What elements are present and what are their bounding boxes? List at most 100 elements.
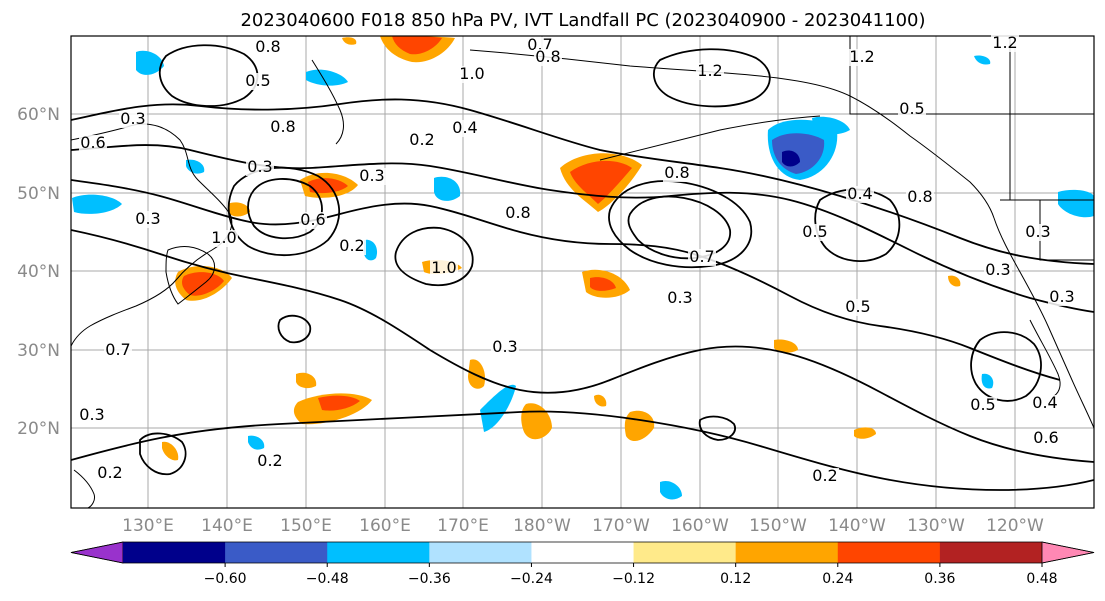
- contour-label: 0.3: [79, 405, 104, 424]
- contour-label: 0.3: [1025, 222, 1050, 241]
- contour-line: [71, 179, 1061, 381]
- contour-line: [277, 314, 312, 344]
- contour-label-bg: [848, 49, 876, 66]
- contour-label: 0.5: [899, 99, 924, 118]
- contour-label: 0.5: [802, 222, 827, 241]
- contour-label: 0.8: [255, 37, 280, 56]
- contour-label-bg: [1048, 289, 1076, 306]
- contour-label-bg: [491, 339, 519, 356]
- contour-label: 0.5: [245, 71, 270, 90]
- contour-label-bg: [254, 39, 282, 56]
- contour-label: 0.3: [492, 337, 517, 356]
- shade-blob: [1058, 189, 1094, 218]
- contour-line: [158, 44, 259, 107]
- colorbar-swatch: [327, 542, 430, 563]
- contour-label-bg: [906, 189, 934, 206]
- contour-label: 0.6: [1033, 428, 1058, 447]
- contour-label: 1.0: [459, 64, 484, 83]
- contour-label-bg: [1031, 395, 1059, 412]
- contour-label-bg: [119, 111, 147, 128]
- contour-label: 0.8: [270, 117, 295, 136]
- longitude-label: 140°W: [828, 516, 886, 536]
- shade-blob: [248, 435, 265, 450]
- latitude-label: 30°N: [17, 341, 60, 361]
- longitude-label: 150°W: [749, 516, 807, 536]
- colorbar-swatch: [939, 542, 1043, 563]
- contour-label: 0.4: [1032, 393, 1057, 412]
- contour-label: 0.5: [970, 395, 995, 414]
- contour-label-bg: [338, 238, 366, 255]
- shade-blob: [296, 372, 317, 389]
- contour-label: 0.7: [689, 247, 714, 266]
- contour-label-bg: [246, 159, 274, 176]
- contour-label: 0.2: [97, 463, 122, 482]
- shade-blob: [590, 277, 616, 291]
- contour-label-bg: [666, 290, 694, 307]
- contour-line: [139, 432, 187, 476]
- shade-blob: [468, 359, 486, 389]
- longitude-label: 180°W: [513, 516, 571, 536]
- shade-blob: [570, 160, 632, 204]
- contour-line: [71, 144, 1094, 313]
- contour-label: 0.2: [409, 130, 434, 149]
- contour-label: 0.3: [667, 288, 692, 307]
- contour-label-bg: [984, 262, 1012, 279]
- contour-label-bg: [1024, 224, 1052, 241]
- shade-blob: [72, 194, 122, 214]
- coastline-philippines: [73, 469, 95, 508]
- colorbar-extend-low: [70, 541, 124, 564]
- contour-label-bg: [256, 453, 284, 470]
- contour-label-bg: [210, 230, 238, 247]
- shade-blob: [480, 384, 516, 432]
- contour-label: 0.7: [105, 340, 130, 359]
- coastline-north-america: [993, 217, 1094, 429]
- longitude-label: 170°W: [592, 516, 650, 536]
- contour-label: 0.5: [845, 297, 870, 316]
- longitude-label: 160°W: [671, 516, 729, 536]
- contour-label-bg: [78, 407, 106, 424]
- colorbar-tick-label: 0.48: [1026, 571, 1057, 587]
- contour-line: [247, 178, 323, 240]
- colorbar-tick-label: 0.36: [924, 571, 955, 587]
- latitude-label: 40°N: [17, 262, 60, 282]
- contour-label: 1.2: [849, 47, 874, 66]
- contour-label: 1.0: [211, 228, 236, 247]
- colorbar-swatch: [429, 542, 532, 563]
- contour-label-bg: [991, 35, 1019, 52]
- contour-label-bg: [1032, 430, 1060, 447]
- contour-line: [394, 226, 474, 287]
- colorbar-frame: [70, 541, 1095, 564]
- colorbar: −0.60 −0.48 −0.36 −0.24 −0.12 0.12 0.24 0.36 0.4…: [70, 541, 1095, 587]
- colorbar-tick-label: −0.60: [204, 571, 247, 587]
- map-panel: [70, 35, 1095, 509]
- longitude-label: 170°E: [437, 516, 489, 536]
- contour-label-bg: [458, 66, 486, 83]
- colorbar-swatch: [735, 542, 839, 563]
- latitude-label: 20°N: [17, 419, 60, 439]
- contour-label-bg: [844, 299, 872, 316]
- shade-blob: [660, 480, 682, 500]
- shade-blob: [594, 394, 607, 407]
- longitude-label: 130°W: [907, 516, 965, 536]
- colorbar-extend-high: [1041, 541, 1095, 564]
- shade-blob: [308, 178, 348, 194]
- colorbar-tick-label: −0.48: [306, 571, 349, 587]
- contour-label: 0.8: [505, 203, 530, 222]
- contour-line: [698, 415, 736, 441]
- contour-label: 0.3: [985, 260, 1010, 279]
- contour-label: 0.4: [452, 118, 477, 137]
- contour-label: 0.8: [907, 187, 932, 206]
- contour-label-bg: [134, 211, 162, 228]
- contour-label-bg: [358, 168, 386, 185]
- contour-label-bg: [663, 165, 691, 182]
- contour-label: 0.3: [120, 109, 145, 128]
- latitude-axis: 60°N 50°N 40°N 30°N 20°N: [17, 105, 60, 439]
- contour-label-bg: [504, 205, 532, 222]
- contour-label: 0.2: [339, 236, 364, 255]
- contour-label: 0.8: [664, 163, 689, 182]
- contour-label: 0.8: [535, 47, 560, 66]
- colorbar-tick-label: −0.36: [408, 571, 451, 587]
- contour-label-bg: [269, 119, 297, 136]
- shade-blob: [981, 373, 994, 389]
